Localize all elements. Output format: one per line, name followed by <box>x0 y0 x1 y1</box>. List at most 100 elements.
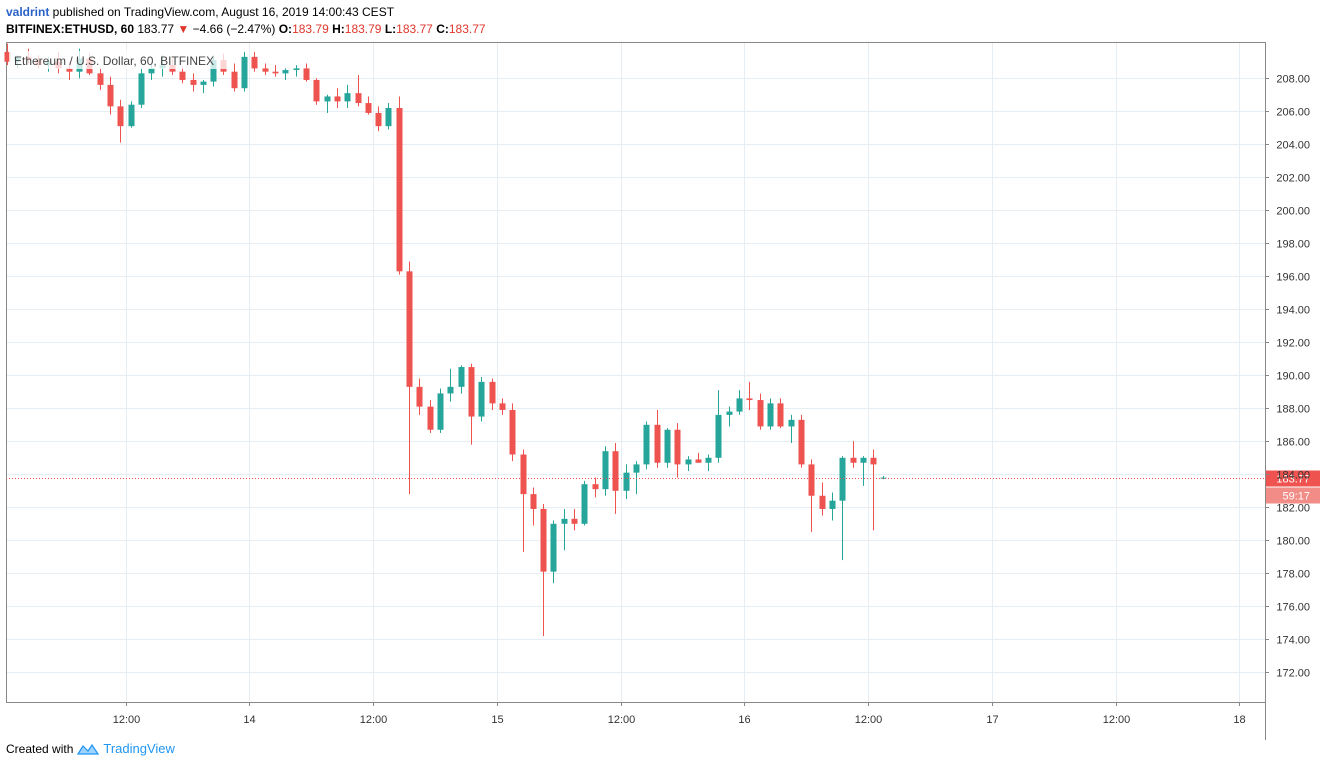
current-price-line: 183.77 59:17 <box>6 470 1320 504</box>
tradingview-logo-icon <box>77 743 100 755</box>
created-with-label: Created with <box>6 741 74 756</box>
x-tick-label: 16 <box>738 714 750 726</box>
candle-body <box>138 73 145 105</box>
symbol-label[interactable]: BITFINEX:ETHUSD, 60 <box>6 22 135 36</box>
title-backdrop <box>9 51 229 69</box>
footer: Created with TradingView <box>6 741 175 756</box>
candle-body <box>148 68 155 74</box>
last-price: 183.77 <box>137 22 175 36</box>
tradingview-brand[interactable]: TradingView <box>103 741 175 756</box>
candle-body <box>602 451 609 490</box>
countdown-tag <box>1266 487 1320 504</box>
candle-body <box>396 108 403 272</box>
candle-body <box>550 523 557 572</box>
y-tick-label: 206.00 <box>1276 107 1310 119</box>
candle-body <box>777 403 784 427</box>
y-tick-label: 204.00 <box>1276 140 1310 152</box>
candle-body <box>819 495 826 509</box>
y-tick-label: 208.00 <box>1276 74 1310 86</box>
candle-body <box>282 70 289 74</box>
countdown-label: 59:17 <box>1282 491 1310 503</box>
y-tick-label: 184.00 <box>1276 470 1310 482</box>
candle-body <box>107 84 114 107</box>
candle-body <box>612 451 619 491</box>
candle-body <box>499 403 506 410</box>
high-value: 183.79 <box>344 22 382 36</box>
candle-body <box>416 386 423 407</box>
candle-body <box>654 424 661 463</box>
candle-body <box>767 403 774 427</box>
low-label: L: <box>384 22 397 36</box>
candle-body <box>685 459 692 465</box>
candle-body <box>674 429 681 465</box>
candle-body <box>293 68 300 71</box>
candle-body <box>385 108 392 127</box>
candle-body <box>468 367 475 417</box>
candle-body <box>592 484 599 490</box>
candle-body <box>715 414 722 458</box>
publish-line: valdrint published on TradingView.com, A… <box>6 4 486 21</box>
candle-body <box>313 79 320 102</box>
x-tick-label: 12:00 <box>360 714 388 726</box>
y-tick-label: 176.00 <box>1276 602 1310 614</box>
candle-body <box>117 106 124 127</box>
price-axis: 172.00 174.00 176.00 178.00 180.00 182.00 184.… <box>1265 74 1310 680</box>
candle-body <box>788 419 795 427</box>
candle-body <box>241 56 248 89</box>
y-tick-label: 172.00 <box>1276 668 1310 680</box>
candle-body <box>190 79 197 85</box>
candle-body <box>571 518 578 524</box>
chart-title: Ethereum / U.S. Dollar, 60, BITFINEX <box>14 54 214 68</box>
candle-body <box>726 411 733 415</box>
published-text: published on TradingView.com, August 16,… <box>49 5 395 19</box>
open-value: 183.79 <box>292 22 329 36</box>
candle-body <box>447 386 454 394</box>
x-tick-label: 17 <box>986 714 998 726</box>
candle-body <box>437 393 444 430</box>
author-link[interactable]: valdrint <box>6 5 50 19</box>
y-tick-label: 182.00 <box>1276 503 1310 515</box>
candle-body <box>540 508 547 572</box>
candle-body <box>808 464 815 496</box>
candle-body <box>530 494 537 509</box>
candle-body <box>128 104 135 127</box>
close-label: C: <box>436 22 449 36</box>
candle-body <box>4 51 11 62</box>
candle-body <box>870 457 877 465</box>
candle-body <box>179 71 186 80</box>
candle-body <box>200 81 207 85</box>
y-tick-label: 186.00 <box>1276 437 1310 449</box>
candle-body <box>334 96 341 102</box>
change-arrow-icon: ▼ <box>177 22 190 36</box>
symbol-line: BITFINEX:ETHUSD, 60 183.77 ▼ −4.66 (−2.4… <box>6 21 486 38</box>
candle-body <box>860 457 867 463</box>
candle-body <box>458 367 465 387</box>
candle-body <box>880 477 887 479</box>
candle-body <box>643 424 650 465</box>
candle-body <box>262 68 269 72</box>
y-tick-label: 188.00 <box>1276 404 1310 416</box>
y-tick-label: 202.00 <box>1276 173 1310 185</box>
open-label: O: <box>278 22 293 36</box>
candle-body <box>489 381 496 404</box>
candle-body <box>303 68 310 80</box>
candle-body <box>97 73 104 85</box>
candle-body <box>695 459 702 463</box>
candle-body <box>839 457 846 501</box>
y-tick-label: 190.00 <box>1276 371 1310 383</box>
y-tick-label: 174.00 <box>1276 635 1310 647</box>
y-tick-label: 194.00 <box>1276 305 1310 317</box>
candle-body <box>427 406 434 430</box>
x-tick-label: 12:00 <box>1103 714 1131 726</box>
price-chart[interactable]: 183.77 59:17 172.00 174.00 176.00 178.00 180.… <box>0 42 1326 740</box>
candles <box>4 43 887 636</box>
high-label: H: <box>332 22 345 36</box>
close-value: 183.77 <box>448 22 486 36</box>
candle-body <box>746 398 753 401</box>
chart-header: valdrint published on TradingView.com, A… <box>6 4 486 38</box>
candle-body <box>850 457 857 463</box>
candle-body <box>581 484 588 524</box>
candle-body <box>757 400 764 427</box>
current-price-label: 183.77 <box>1276 474 1310 486</box>
candle-body <box>705 457 712 463</box>
